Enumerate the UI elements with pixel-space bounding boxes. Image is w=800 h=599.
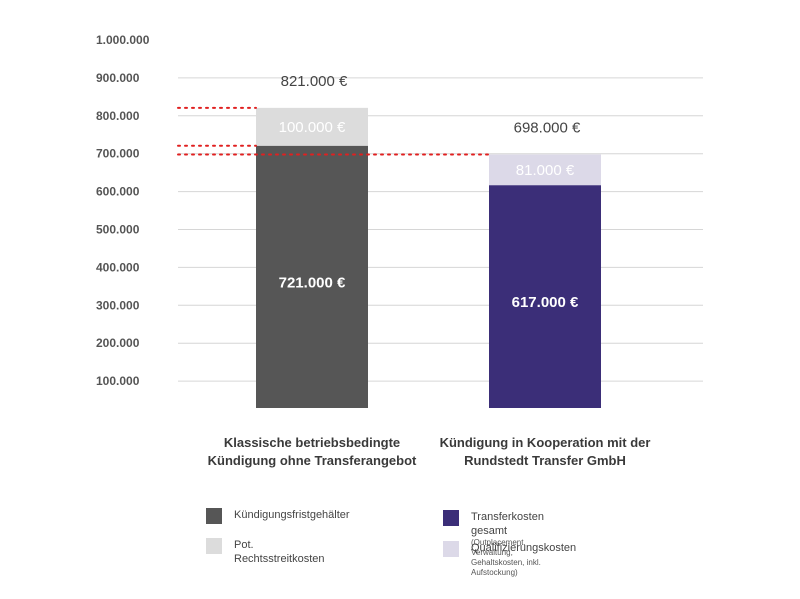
legend-item-kuendigungsfristgehaelter: Kündigungsfristgehälter [206,508,350,524]
y-tick-label: 700.000 [96,147,140,161]
legend-swatch [206,538,222,554]
segment-value-label: 81.000 € [516,162,575,179]
data-labels: 721.000 € 100.000 € 821.000 € 617.000 € 81.0… [279,73,581,311]
legend-swatch [443,510,459,526]
y-tick-label: 400.000 [96,260,140,274]
legend-swatch [206,508,222,524]
y-tick-label: 600.000 [96,185,140,199]
legend-swatch [443,541,459,557]
legend-label-text: Transferkosten gesamt [471,511,544,537]
legend-label-text: Kündigungsfristgehälter [234,509,350,521]
y-axis-ticks: 100.000 200.000 300.000 400.000 500.000 600.0… [96,33,150,388]
legend-sublabel: (Outplacement, Verwaltung, Gehaltskosten… [471,538,541,577]
category-label: Kündigung ohne Transferangebot [208,453,417,468]
legend-label: Transferkosten gesamt (Outplacement, Ver… [471,510,544,578]
legend-label-text: Qualifizierungskosten [471,542,577,554]
bar-segment [256,107,368,146]
category-labels: Klassische betriebsbedingte Kündigung ohn… [208,435,651,468]
legend-label-text: Pot. Rechtsstreitkosten [234,539,325,565]
bar-segment [489,154,601,186]
y-tick-label: 1.000.000 [96,33,150,47]
category-label: Kündigung in Kooperation mit der [440,435,651,450]
y-tick-label: 800.000 [96,109,140,123]
total-value-label: 821.000 € [281,73,348,90]
bars [256,107,601,408]
segment-value-label: 100.000 € [279,119,346,136]
y-tick-label: 200.000 [96,336,140,350]
segment-value-label: 721.000 € [279,274,346,291]
legend-item-qualifizierungskosten: Qualifizierungskosten [443,541,576,557]
legend-label: Kündigungsfristgehälter [234,508,350,522]
legend-label: Pot. Rechtsstreitkosten [234,538,324,566]
bar-segment [489,185,601,408]
y-tick-label: 300.000 [96,298,140,312]
y-tick-label: 500.000 [96,223,140,237]
legend-item-rechtsstreitkosten: Pot. Rechtsstreitkosten [206,538,324,566]
bar-segment [256,145,368,408]
legend-label: Qualifizierungskosten [471,541,576,555]
y-tick-label: 900.000 [96,71,140,85]
reference-lines [177,106,490,156]
category-label: Rundstedt Transfer GmbH [464,453,626,468]
y-tick-label: 100.000 [96,374,140,388]
category-label: Klassische betriebsbedingte [224,435,400,450]
segment-value-label: 617.000 € [512,294,579,311]
total-value-label: 698.000 € [514,119,581,136]
legend-item-transferkosten: Transferkosten gesamt (Outplacement, Ver… [443,510,544,578]
